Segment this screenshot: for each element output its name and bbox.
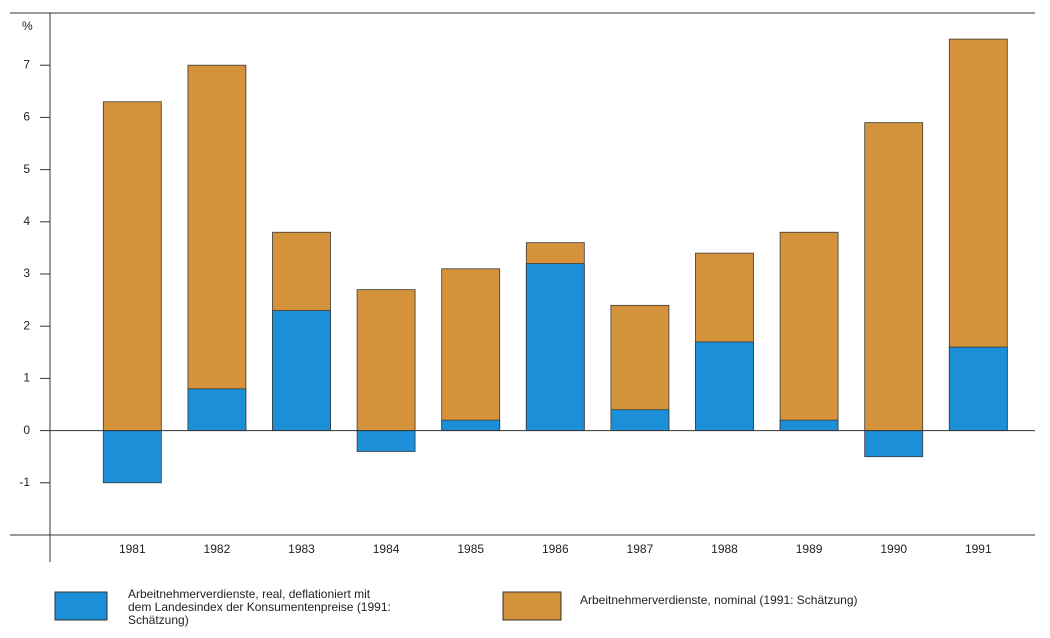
y-tick-label: 3: [23, 266, 30, 280]
bar: [187, 388, 247, 431]
y-tick-label: 5: [23, 162, 30, 176]
legend-label: Arbeitnehmerverdienste, real, deflationi…: [128, 587, 391, 627]
y-tick-label: 2: [23, 318, 30, 332]
x-tick-label: 1981: [119, 542, 146, 556]
bar: [948, 346, 1008, 431]
legend-label: Arbeitnehmerverdienste, nominal (1991: S…: [580, 593, 858, 607]
bar: [441, 268, 501, 432]
y-tick-label: 0: [23, 423, 30, 437]
x-tick-label: 1986: [542, 542, 569, 556]
bar: [356, 430, 416, 452]
bar: [102, 101, 162, 431]
y-tick-label: 7: [23, 57, 30, 71]
bar: [779, 231, 839, 432]
x-tick-label: 1990: [880, 542, 907, 556]
bar: [187, 64, 247, 431]
legend-swatch-real: [54, 591, 108, 621]
bar: [356, 289, 416, 432]
y-tick-label: 4: [23, 214, 30, 228]
x-tick-label: 1987: [627, 542, 654, 556]
bar: [864, 122, 924, 432]
bar: [695, 341, 754, 431]
x-tick-label: 1982: [204, 542, 231, 556]
bar: [610, 409, 670, 432]
bar: [441, 419, 501, 432]
bar: [525, 263, 585, 431]
legend-swatch-nominal: [502, 591, 562, 621]
bar: [272, 310, 331, 432]
y-tick-label: -1: [19, 475, 30, 489]
bar: [779, 419, 839, 432]
y-tick-label: 6: [23, 110, 30, 124]
x-tick-label: 1984: [373, 542, 400, 556]
x-tick-label: 1991: [965, 542, 992, 556]
bar: [864, 430, 924, 458]
x-tick-label: 1989: [796, 542, 823, 556]
y-tick-label: 1: [23, 371, 30, 385]
y-label: %: [22, 19, 33, 33]
x-tick-label: 1985: [457, 542, 484, 556]
x-tick-label: 1988: [711, 542, 738, 556]
bar: [102, 430, 162, 484]
x-tick-label: 1983: [288, 542, 315, 556]
